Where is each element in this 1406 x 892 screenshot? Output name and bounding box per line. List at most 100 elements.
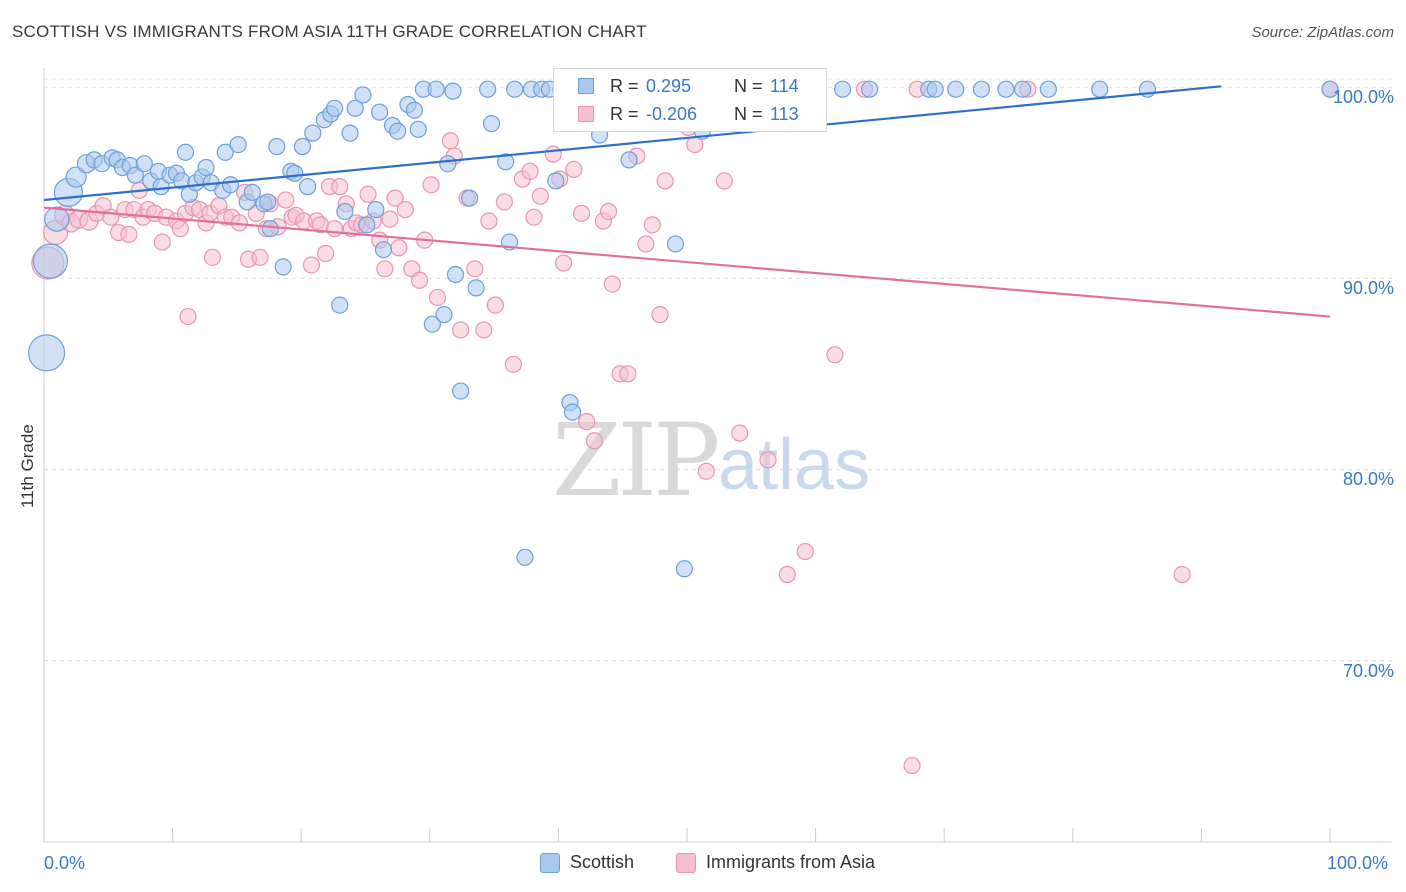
scottish-point [286,164,304,182]
scottish-point [374,241,393,259]
asia-point [525,208,543,226]
scottish-point [27,334,66,372]
scottish-point [261,220,279,238]
r-label: R = [610,75,639,96]
asia-point [386,189,404,207]
scottish-point [346,99,364,117]
series-legend: Scottish Immigrants from Asia [0,852,1406,878]
y-axis-title: 11th Grade [18,424,37,508]
asia-point [486,296,504,314]
scottish-point [126,166,144,184]
asia-point [317,244,335,263]
scottish-point [389,122,407,140]
legend-label-asia: Immigrants from Asia [706,852,876,872]
asia-point [153,233,171,251]
scottish-point [409,120,427,138]
scottish-point [371,103,389,121]
correlation-legend: R = 0.295 N = 114 R = -0.206 N = 113 [553,68,827,132]
asia-point [651,306,669,324]
scottish-point [675,560,694,578]
scottish-point [482,114,501,133]
legend-label-scottish: Scottish [570,852,635,872]
asia-point [826,346,844,364]
asia-point [504,355,522,373]
scottish-point [354,86,372,104]
asia-point [381,210,399,228]
asia-point [619,365,637,383]
scottish-point [997,80,1015,98]
asia-point [656,172,674,190]
asia-point [171,220,189,238]
scottish-point [467,279,485,297]
asia-point [903,756,921,775]
trend-lines [43,85,1331,318]
scottish-point [336,202,354,221]
scottish-point [423,315,441,333]
scottish-point [221,176,240,194]
scottish-legend-swatch [540,852,560,873]
asia-point [643,216,661,234]
scottish-point [176,143,195,161]
y-tick-label-80: 80.0% [1342,469,1394,489]
asia-point [531,187,549,205]
scottish-point [1091,80,1109,98]
asia-point [637,235,655,253]
y-tick-label-90: 90.0% [1342,278,1394,298]
scottish-point [861,80,879,98]
trend-line-asia [43,206,1331,318]
scottish-point [563,403,582,421]
asia-point [603,275,622,293]
chart-title: SCOTTISH VS IMMIGRANTS FROM ASIA 11TH GR… [12,22,647,41]
asia-point [731,424,749,442]
scottish-point [367,200,385,219]
asia-point [565,160,583,179]
asia-swatch [578,106,594,122]
scottish-point [439,155,457,173]
asia-point [554,254,573,272]
scottish-point [452,382,470,400]
scottish-point [197,158,215,177]
legend-item-scottish[interactable]: Scottish [540,852,634,873]
legend-item-asia[interactable]: Immigrants from Asia [676,852,875,873]
asia-point [715,172,733,190]
n-label: N = [734,75,763,96]
asia-point [277,191,295,209]
asia-legend-swatch [676,852,696,873]
axes [43,68,1392,843]
n-label: N = [734,103,763,124]
asia-point [359,185,377,203]
r-value: 0.295 [646,75,692,96]
asia-point [697,462,715,480]
asia-point [179,307,197,326]
asia-point [521,162,539,180]
scottish-point [435,306,453,324]
scottish-point [479,80,497,98]
scottish-point [834,80,852,98]
legend-row-scottish: R = 0.295 N = 114 [554,72,826,100]
scottish-point [44,206,70,232]
asia-point [585,432,604,450]
scottish-point [243,183,261,201]
scottish-point [972,80,991,98]
scottish-point [326,99,344,117]
scottish-point [293,137,312,156]
n-value: 114 [770,75,799,96]
asia-point [428,288,447,307]
asia-point [599,202,618,221]
scottish-point [304,124,322,142]
n-value: 113 [770,103,799,124]
asia-point [475,321,493,339]
scottish-point [1014,80,1032,98]
asia-point [326,220,344,238]
scottish-point [216,143,234,161]
asia-point [331,178,349,196]
scottish-point [444,82,462,100]
asia-point [495,193,513,211]
scottish-point [947,80,965,98]
asia-point [422,176,440,194]
y-tick-label-70: 70.0% [1342,661,1394,681]
scottish-point [926,80,944,98]
r-value: -0.206 [646,103,698,124]
asia-point [203,248,222,266]
